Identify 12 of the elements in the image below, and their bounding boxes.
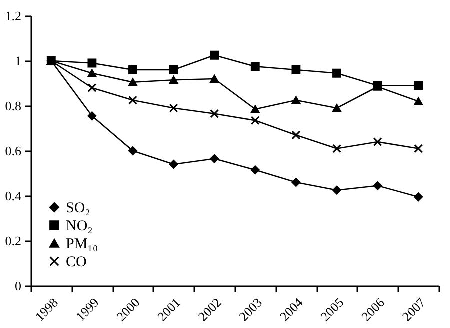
legend-label: CO	[66, 254, 88, 270]
legend-label: NO₂	[66, 218, 93, 234]
y-tick-label: 0.4	[5, 188, 22, 204]
y-tick-label: 0	[15, 278, 22, 294]
y-tick-label: 0.6	[5, 144, 22, 158]
legend-label: SO₂	[66, 200, 90, 216]
legend-label: PM₁₀	[66, 236, 98, 252]
y-tick-label: 1.2	[5, 8, 22, 24]
y-tick-label: 0.2	[5, 234, 22, 248]
y-tick-label: 0.8	[5, 98, 22, 114]
y-tick-label: 1	[15, 54, 22, 68]
x-tick-label: 2001	[154, 295, 184, 324]
